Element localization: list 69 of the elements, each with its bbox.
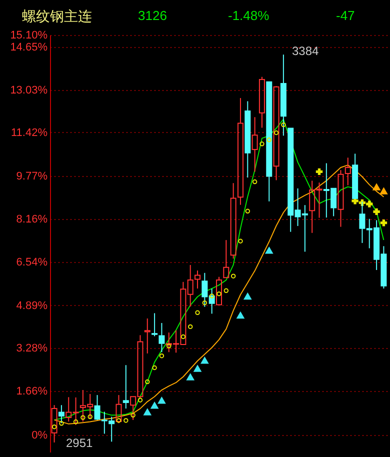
point	[159, 353, 164, 358]
y-tick-label: 1.66%	[16, 386, 48, 398]
y-tick-label: 15.10%	[10, 30, 48, 42]
point	[372, 183, 381, 190]
y-tick-label: 8.16%	[16, 213, 48, 226]
point	[266, 138, 272, 142]
candlestick	[237, 98, 244, 206]
candlestick	[144, 318, 150, 354]
annotation: 3384	[292, 44, 319, 58]
point	[252, 179, 258, 184]
point	[138, 398, 143, 402]
point	[209, 294, 214, 298]
candlestick	[244, 100, 251, 178]
point	[380, 219, 388, 226]
point	[202, 300, 208, 306]
point	[316, 168, 323, 176]
candlestick	[344, 157, 351, 186]
point	[236, 311, 245, 319]
y-tick-label: 14.65%	[10, 41, 48, 54]
point	[238, 238, 243, 244]
point	[230, 274, 236, 278]
text: -1.48%	[228, 8, 270, 23]
point	[145, 379, 150, 384]
candlestick	[122, 364, 129, 410]
point	[274, 130, 279, 136]
point	[264, 246, 274, 254]
text: -47	[336, 8, 355, 23]
point	[124, 418, 128, 423]
point	[52, 424, 57, 430]
point	[158, 396, 166, 404]
point	[224, 288, 229, 294]
candlestick	[280, 54, 286, 136]
point	[195, 310, 200, 316]
point	[180, 334, 186, 340]
y-tick-label: 3.28%	[16, 342, 48, 355]
candlestick	[338, 170, 344, 228]
point	[143, 408, 152, 416]
point	[80, 415, 86, 420]
point	[260, 142, 264, 146]
point	[88, 414, 92, 420]
point	[281, 122, 286, 128]
y-tick-label: 9.77%	[16, 170, 48, 183]
candlestick	[158, 322, 165, 353]
point	[366, 200, 373, 208]
point	[116, 418, 122, 423]
candlestick	[252, 116, 258, 172]
point	[188, 324, 193, 330]
annotation: 2951	[66, 436, 93, 450]
point	[380, 187, 388, 194]
y-tick-label: 0%	[32, 430, 48, 442]
y-tick-label: 4.89%	[16, 300, 48, 312]
point	[59, 421, 64, 426]
point	[216, 291, 222, 296]
point	[166, 344, 172, 348]
point	[243, 292, 252, 300]
y-tick-label: 13.03%	[10, 84, 48, 96]
point	[245, 208, 250, 214]
point	[200, 356, 209, 364]
text: 3126	[138, 8, 167, 23]
point	[373, 208, 380, 216]
y-tick-label: 6.54%	[16, 256, 48, 268]
point	[130, 412, 136, 418]
chart-title: 螺纹钢主连	[22, 8, 92, 26]
point	[193, 364, 202, 372]
point	[73, 419, 78, 424]
point	[152, 365, 157, 370]
point	[186, 373, 195, 380]
point	[150, 401, 159, 409]
y-tick-label: 11.42%	[11, 126, 48, 139]
